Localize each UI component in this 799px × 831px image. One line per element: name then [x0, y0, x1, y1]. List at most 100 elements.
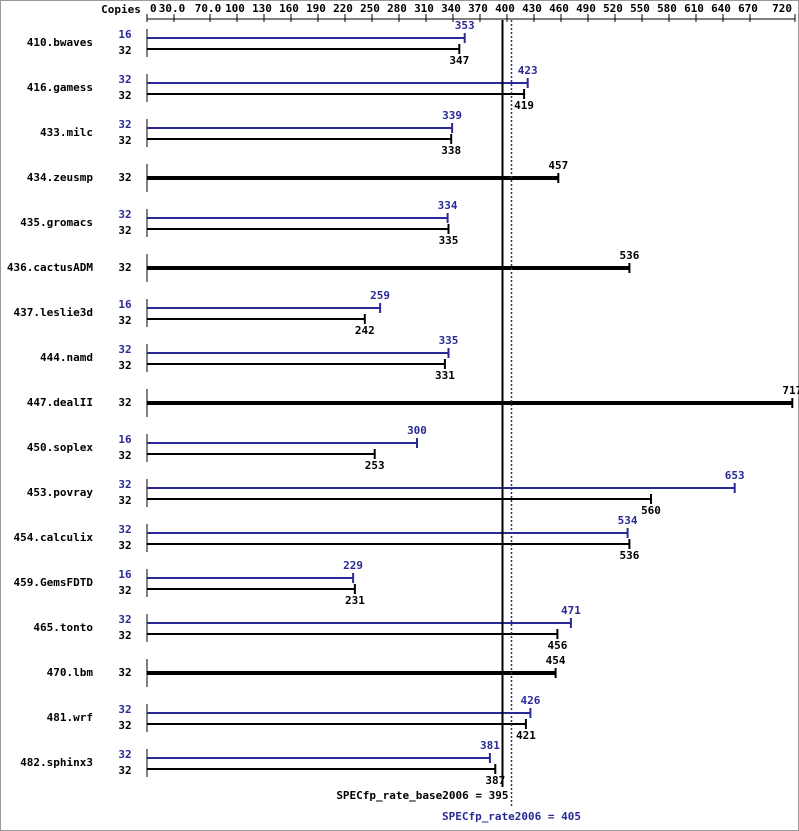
x-tick-label: 0 — [150, 2, 157, 15]
benchmark-label: 416.gamess — [27, 81, 93, 94]
benchmark-label: 459.GemsFDTD — [14, 576, 94, 589]
reference-label: SPECfp_rate_base2006 = 395 — [336, 789, 508, 802]
copies-label: 32 — [118, 396, 131, 409]
value-label: 335 — [439, 334, 459, 347]
copies-label: 32 — [118, 764, 131, 777]
benchmark-label: 444.namd — [40, 351, 93, 364]
copies-label: 32 — [118, 719, 131, 732]
value-label: 536 — [619, 249, 639, 262]
benchmark-label: 454.calculix — [14, 531, 94, 544]
value-label: 338 — [441, 144, 461, 157]
benchmark-label: 436.cactusADM — [7, 261, 93, 274]
value-label: 335 — [439, 234, 459, 247]
copies-label: 16 — [118, 28, 132, 41]
value-label: 421 — [516, 729, 536, 742]
copies-label: 32 — [118, 134, 131, 147]
value-label: 300 — [407, 424, 427, 437]
benchmark-label: 433.milc — [40, 126, 93, 139]
copies-label: 32 — [118, 449, 131, 462]
value-label: 717 — [782, 384, 799, 397]
x-tick-label: 130 — [252, 2, 272, 15]
copies-header: Copies — [101, 3, 141, 16]
copies-label: 32 — [118, 584, 131, 597]
value-label: 334 — [438, 199, 458, 212]
copies-label: 32 — [118, 44, 131, 57]
x-tick-label: 220 — [333, 2, 353, 15]
copies-label: 32 — [118, 666, 131, 679]
value-label: 457 — [548, 159, 568, 172]
value-label: 242 — [355, 324, 375, 337]
copies-label: 32 — [118, 171, 131, 184]
x-tick-label: 310 — [414, 2, 434, 15]
copies-label: 32 — [118, 73, 131, 86]
x-tick-label: 340 — [441, 2, 461, 15]
copies-label: 32 — [118, 703, 131, 716]
benchmark-label: 482.sphinx3 — [20, 756, 93, 769]
value-label: 426 — [520, 694, 540, 707]
benchmark-label: 437.leslie3d — [14, 306, 93, 319]
value-label: 331 — [435, 369, 455, 382]
value-label: 536 — [619, 549, 639, 562]
x-tick-label: 640 — [711, 2, 731, 15]
benchmark-label: 481.wrf — [47, 711, 93, 724]
benchmark-label: 453.povray — [27, 486, 94, 499]
x-tick-label: 610 — [684, 2, 704, 15]
value-label: 387 — [485, 774, 505, 787]
x-tick-label: 550 — [630, 2, 650, 15]
copies-label: 16 — [118, 568, 132, 581]
benchmark-label: 434.zeusmp — [27, 171, 94, 184]
copies-label: 32 — [118, 343, 131, 356]
copies-label: 32 — [118, 478, 131, 491]
copies-label: 16 — [118, 433, 132, 446]
value-label: 454 — [546, 654, 566, 667]
x-tick-label: 400 — [495, 2, 515, 15]
copies-label: 32 — [118, 261, 131, 274]
benchmark-label: 447.dealII — [27, 396, 93, 409]
x-tick-label: 520 — [603, 2, 623, 15]
value-label: 560 — [641, 504, 661, 517]
copies-label: 32 — [118, 523, 131, 536]
x-tick-label: 70.0 — [195, 2, 222, 15]
benchmark-label: 465.tonto — [33, 621, 93, 634]
copies-label: 32 — [118, 629, 131, 642]
value-label: 423 — [518, 64, 538, 77]
x-tick-label: 280 — [387, 2, 407, 15]
x-tick-label: 30.0 — [159, 2, 186, 15]
copies-label: 32 — [118, 208, 131, 221]
value-label: 259 — [370, 289, 390, 302]
copies-label: 32 — [118, 314, 131, 327]
copies-label: 32 — [118, 224, 131, 237]
copies-label: 32 — [118, 89, 131, 102]
value-label: 347 — [449, 54, 469, 67]
benchmark-label: 410.bwaves — [27, 36, 93, 49]
x-tick-label: 580 — [657, 2, 677, 15]
value-label: 419 — [514, 99, 534, 112]
reference-label: SPECfp_rate2006 = 405 — [442, 810, 581, 823]
copies-label: 32 — [118, 494, 131, 507]
x-tick-label: 430 — [522, 2, 542, 15]
value-label: 339 — [442, 109, 462, 122]
copies-label: 16 — [118, 298, 132, 311]
value-label: 456 — [547, 639, 567, 652]
x-tick-label: 160 — [279, 2, 299, 15]
copies-label: 32 — [118, 118, 131, 131]
copies-label: 32 — [118, 359, 131, 372]
value-label: 231 — [345, 594, 365, 607]
x-tick-label: 720 — [772, 2, 792, 15]
value-label: 253 — [365, 459, 385, 472]
copies-label: 32 — [118, 539, 131, 552]
x-tick-label: 370 — [468, 2, 488, 15]
benchmark-label: 435.gromacs — [20, 216, 93, 229]
value-label: 534 — [618, 514, 638, 527]
copies-label: 32 — [118, 748, 131, 761]
x-tick-label: 670 — [738, 2, 758, 15]
benchmark-label: 450.soplex — [27, 441, 94, 454]
value-label: 381 — [480, 739, 500, 752]
value-label: 353 — [455, 19, 475, 32]
x-tick-label: 190 — [306, 2, 326, 15]
x-tick-label: 100 — [225, 2, 245, 15]
value-label: 471 — [561, 604, 581, 617]
copies-label: 32 — [118, 613, 131, 626]
